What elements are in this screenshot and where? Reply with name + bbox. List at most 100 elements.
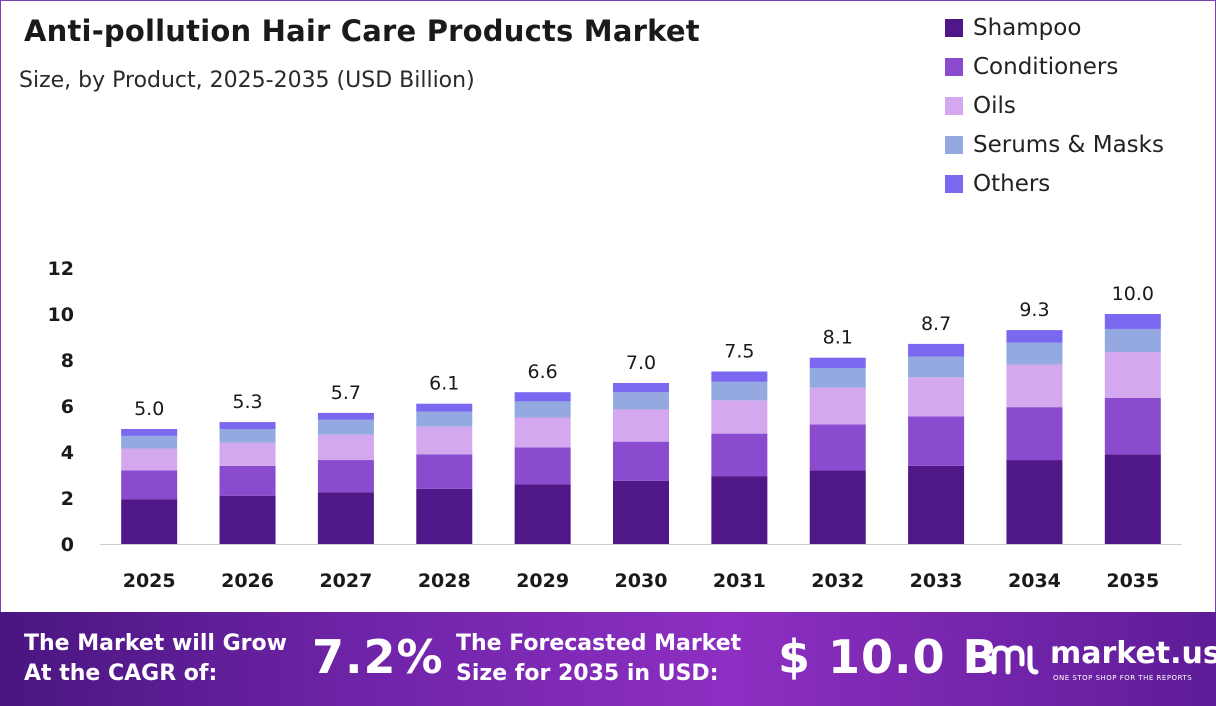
bar-total-label-2025: 5.0 (134, 398, 164, 420)
legend-label-conditioners: Conditioners (973, 53, 1119, 80)
legend-item-conditioners: Conditioners (945, 47, 1164, 86)
bar-total-label-2028: 6.1 (429, 373, 459, 395)
bar-total-label-2029: 6.6 (528, 361, 558, 383)
y-tick-label: 10 (48, 304, 74, 326)
forecast-caption-line2: Size for 2035 in USD: (456, 661, 719, 686)
x-tick-label-2026: 2026 (221, 570, 274, 592)
bar-segment-oils-2032 (809, 387, 866, 425)
market-us-logo-icon (991, 645, 1039, 675)
bar-segment-others-2034 (1006, 330, 1063, 343)
bar-segment-serums-masks-2032 (809, 368, 866, 388)
bar-segment-serums-masks-2025 (121, 435, 178, 449)
legend-item-shampoo: Shampoo (945, 8, 1164, 47)
legend-label-shampoo: Shampoo (973, 14, 1082, 41)
bar-total-label-2033: 8.7 (921, 313, 951, 335)
bar-segment-conditioners-2029 (514, 447, 571, 485)
legend-swatch-serums-masks (945, 135, 963, 154)
x-tick-label-2033: 2033 (910, 570, 963, 592)
chart-title: Anti-pollution Hair Care Products Market (24, 14, 700, 48)
legend: Shampoo Conditioners Oils Serums & Masks… (945, 8, 1164, 203)
bar-segment-shampoo-2028 (416, 488, 473, 544)
bar-segment-others-2027 (317, 412, 374, 420)
x-tick-label-2028: 2028 (418, 570, 471, 592)
x-tick-label-2034: 2034 (1008, 570, 1061, 592)
forecast-caption-line1: The Forecasted Market (456, 631, 742, 656)
bar-segment-oils-2025 (121, 448, 178, 471)
bar-segment-serums-masks-2035 (1104, 328, 1161, 352)
bar-segment-conditioners-2035 (1104, 397, 1161, 455)
bar-segment-serums-masks-2026 (219, 429, 276, 443)
cagr-caption-line2: At the CAGR of: (24, 661, 218, 686)
y-tick-label: 6 (61, 396, 74, 418)
bar-segment-shampoo-2026 (219, 495, 276, 544)
x-tick-label-2032: 2032 (811, 570, 864, 592)
bar-segment-oils-2034 (1006, 364, 1063, 408)
bar-segment-oils-2026 (219, 442, 276, 466)
bar-segment-others-2026 (219, 422, 276, 429)
bar-segment-shampoo-2025 (121, 499, 178, 544)
legend-swatch-oils (945, 96, 963, 115)
bar-segment-conditioners-2032 (809, 424, 866, 471)
bar-segment-conditioners-2034 (1006, 407, 1063, 461)
legend-label-oils: Oils (973, 92, 1016, 119)
bar-segment-shampoo-2029 (514, 484, 571, 544)
brand-name: market.us (1050, 636, 1216, 671)
bar-segment-oils-2028 (416, 426, 473, 455)
stacked-bar-chart: 0 2 4 6 8 10 12 5.0 2025 5.3 2026 5.7 2027 6.1 2028 6.6… (48, 258, 1182, 592)
bar-segment-others-2035 (1104, 314, 1161, 329)
bar-total-label-2030: 7.0 (626, 352, 656, 374)
bar-segment-shampoo-2033 (908, 465, 965, 544)
bar-segment-conditioners-2030 (613, 441, 669, 481)
y-tick-label: 4 (61, 442, 74, 464)
bar-segment-conditioners-2027 (317, 460, 374, 493)
x-tick-label-2030: 2030 (615, 570, 668, 592)
legend-label-serums-masks: Serums & Masks (973, 131, 1164, 158)
legend-item-serums-masks: Serums & Masks (945, 125, 1164, 164)
bar-segment-shampoo-2027 (317, 492, 374, 544)
bar-segment-others-2029 (514, 392, 571, 402)
bar-total-label-2032: 8.1 (823, 327, 853, 349)
bar-segment-serums-masks-2033 (908, 356, 965, 378)
bar-segment-conditioners-2033 (908, 416, 965, 466)
bar-segment-serums-masks-2030 (613, 392, 669, 410)
legend-item-others: Others (945, 164, 1164, 203)
cagr-value: 7.2% (312, 630, 444, 684)
bar-segment-oils-2035 (1104, 351, 1161, 398)
bar-segment-shampoo-2035 (1104, 454, 1161, 544)
y-tick-label: 2 (61, 488, 74, 510)
bar-total-label-2026: 5.3 (232, 391, 262, 413)
bar-segment-others-2025 (121, 429, 178, 436)
y-tick-label: 0 (61, 534, 74, 556)
bar-total-label-2031: 7.5 (724, 341, 754, 363)
bar-total-label-2035: 10.0 (1112, 283, 1154, 305)
legend-swatch-conditioners (945, 57, 963, 76)
legend-item-oils: Oils (945, 86, 1164, 125)
bar-segment-oils-2030 (613, 409, 669, 442)
bar-segment-others-2028 (416, 403, 473, 412)
cagr-caption-line1: The Market will Grow (24, 631, 287, 656)
chart-subtitle: Size, by Product, 2025-2035 (USD Billion… (19, 68, 475, 93)
legend-swatch-others (945, 174, 963, 193)
forecast-caption: The Forecasted Market Size for 2035 in U… (456, 629, 741, 689)
bar-segment-serums-masks-2029 (514, 401, 571, 418)
bar-segment-shampoo-2030 (613, 480, 669, 544)
x-tick-label-2031: 2031 (713, 570, 766, 592)
x-tick-label-2027: 2027 (319, 570, 372, 592)
forecast-value: $ 10.0 B (778, 630, 999, 684)
bar-segment-shampoo-2032 (809, 470, 866, 544)
y-tick-label: 8 (61, 350, 74, 372)
bar-segment-oils-2031 (711, 400, 768, 434)
legend-label-others: Others (973, 170, 1051, 197)
bar-segment-others-2030 (613, 383, 669, 393)
bar-segment-others-2031 (711, 371, 768, 382)
bar-segment-conditioners-2025 (121, 470, 178, 500)
bar-segment-serums-masks-2034 (1006, 342, 1063, 365)
bar-segment-shampoo-2031 (711, 476, 768, 544)
bar-segment-oils-2033 (908, 377, 965, 417)
cagr-caption: The Market will Grow At the CAGR of: (24, 629, 287, 689)
brand-tagline: ONE STOP SHOP FOR THE REPORTS (1053, 674, 1193, 682)
bar-segment-conditioners-2026 (219, 465, 276, 496)
bar-segment-conditioners-2028 (416, 454, 473, 489)
x-tick-label-2025: 2025 (123, 570, 176, 592)
bar-segment-shampoo-2034 (1006, 460, 1063, 544)
